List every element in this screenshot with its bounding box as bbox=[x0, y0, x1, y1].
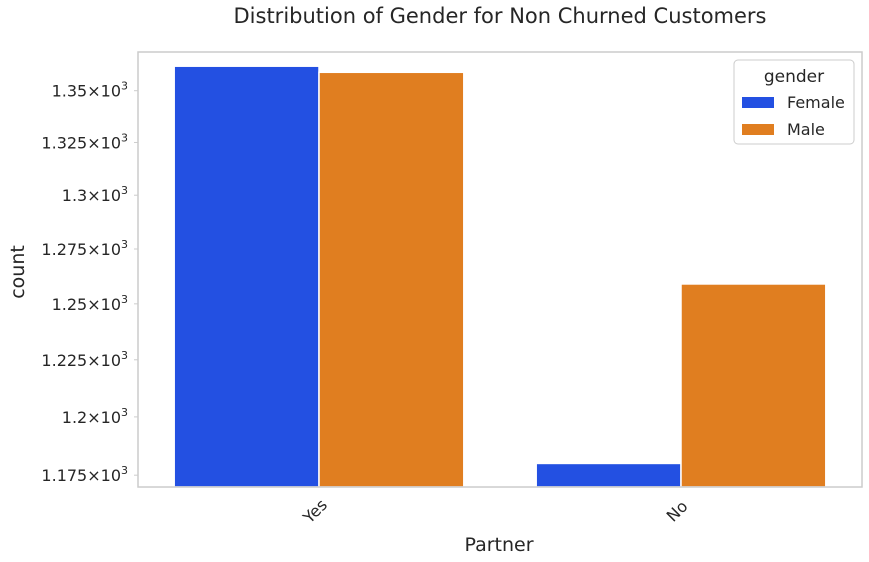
y-tick-label: 1.275×103 bbox=[41, 238, 128, 259]
x-tick-label-yes: Yes bbox=[299, 495, 331, 527]
y-tick-label: 1.175×103 bbox=[41, 464, 128, 485]
y-tick-label: 1.325×103 bbox=[41, 131, 128, 152]
plot-frame bbox=[137, 51, 863, 488]
y-tick-label: 1.3×103 bbox=[62, 184, 128, 205]
plot-area bbox=[173, 65, 827, 488]
legend: gender Female Male bbox=[733, 59, 855, 145]
y-axis-ticks: 1.175×103 1.2×103 1.225×103 1.25×103 1.275×1… bbox=[41, 80, 138, 485]
x-axis-label: Partner bbox=[464, 534, 533, 556]
bar-male-yes bbox=[318, 71, 465, 488]
bar-female-yes bbox=[173, 65, 320, 488]
legend-box bbox=[733, 59, 855, 145]
bar-male-no bbox=[680, 283, 827, 488]
y-tick-label: 1.2×103 bbox=[62, 406, 128, 427]
y-tick-label: 1.225×103 bbox=[41, 349, 128, 370]
y-tick-label: 1.35×103 bbox=[52, 80, 128, 101]
y-axis-label: count bbox=[7, 245, 29, 299]
legend-label-male: Male bbox=[787, 120, 825, 139]
x-axis-ticks: Yes No bbox=[299, 495, 692, 527]
x-tick-label-no: No bbox=[663, 497, 692, 526]
legend-title: gender bbox=[764, 67, 824, 87]
legend-label-female: Female bbox=[787, 93, 845, 112]
legend-swatch-female bbox=[742, 97, 774, 108]
bar-female-no bbox=[535, 462, 682, 488]
chart-title: Distribution of Gender for Non Churned C… bbox=[234, 4, 767, 28]
legend-swatch-male bbox=[742, 124, 774, 135]
y-tick-label: 1.25×103 bbox=[52, 293, 128, 314]
